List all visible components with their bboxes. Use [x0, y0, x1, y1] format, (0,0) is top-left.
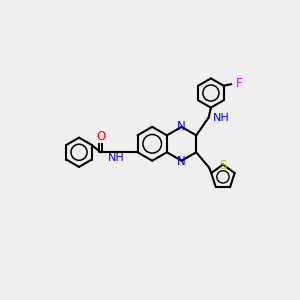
Text: O: O [96, 130, 105, 142]
Text: F: F [236, 77, 242, 90]
Text: NH: NH [108, 153, 125, 163]
Text: NH: NH [213, 113, 230, 123]
Text: S: S [219, 159, 226, 172]
Text: N: N [177, 120, 186, 133]
Text: N: N [177, 155, 186, 168]
